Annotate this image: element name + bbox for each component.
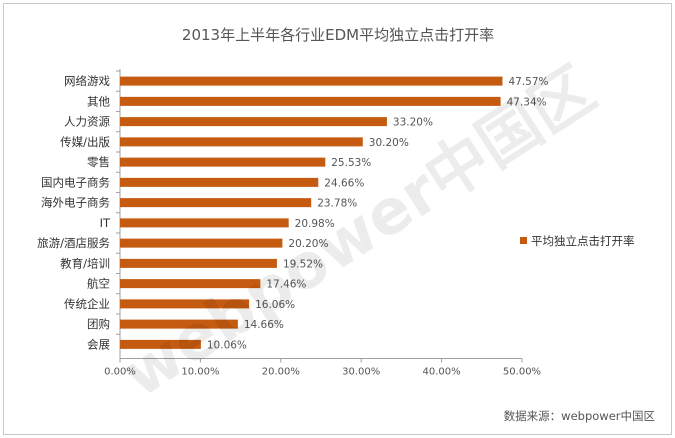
bar [120,76,503,86]
category-label: 传统企业 [64,297,110,311]
category-label: 教育/培训 [60,256,110,270]
legend-label: 平均独立点击打开率 [531,234,635,248]
bar [120,96,501,106]
category-label: 航空 [87,277,110,291]
chart-title: 2013年上半年各行业EDM平均独立点击打开率 [182,26,494,44]
category-label: 海外电子商务 [41,196,110,210]
data-label: 33.20% [393,117,433,129]
category-label: 团购 [87,317,110,331]
category-label: 国内电子商务 [41,175,110,189]
bar [120,218,289,228]
chart-frame [3,3,672,435]
x-tick-label: 40.00% [423,367,461,378]
data-label: 30.20% [369,137,409,149]
plot-area: 0.00% 10.00% 20.00% 30.00% 40.00% 50.00% 网络游戏 4… [37,69,549,378]
data-label: 19.52% [283,258,323,270]
watermark: webpower中国区 [109,53,607,412]
data-label: 23.78% [317,198,357,210]
legend-swatch [520,237,527,244]
bar [120,137,363,147]
data-label: 20.20% [288,238,328,250]
bar [120,238,283,248]
x-tick-label: 0.00% [104,367,136,378]
x-tick-label: 10.00% [181,367,219,378]
bar [120,299,250,309]
x-tick-label: 50.00% [503,367,541,378]
source-note: 数据来源：webpower中国区 [504,409,655,423]
category-label: 传媒/出版 [60,135,110,149]
data-label: 47.57% [508,76,548,88]
category-label: 其他 [87,94,110,108]
x-tick-label: 30.00% [342,367,380,378]
bar [120,258,277,268]
bar [120,198,312,208]
category-label: 零售 [87,155,110,169]
data-label: 25.53% [331,157,371,169]
data-label: 14.66% [244,319,284,331]
category-label: 会展 [87,337,110,351]
category-label: IT [100,216,111,230]
bar [120,279,261,289]
data-label: 16.06% [255,299,295,311]
bar [120,177,319,187]
bar [120,319,238,329]
legend: 平均独立点击打开率 [520,234,635,248]
data-label: 24.66% [324,177,364,189]
data-label: 10.06% [207,339,247,351]
bar [120,157,326,167]
bar [120,117,387,127]
category-label: 人力资源 [64,115,110,129]
bar [120,339,201,349]
category-label: 旅游/酒店服务 [37,236,110,250]
data-label: 47.34% [507,96,547,108]
data-label: 20.98% [295,218,335,230]
category-label: 网络游戏 [64,74,110,88]
x-tick-label: 20.00% [262,367,300,378]
data-label: 17.46% [266,279,306,291]
